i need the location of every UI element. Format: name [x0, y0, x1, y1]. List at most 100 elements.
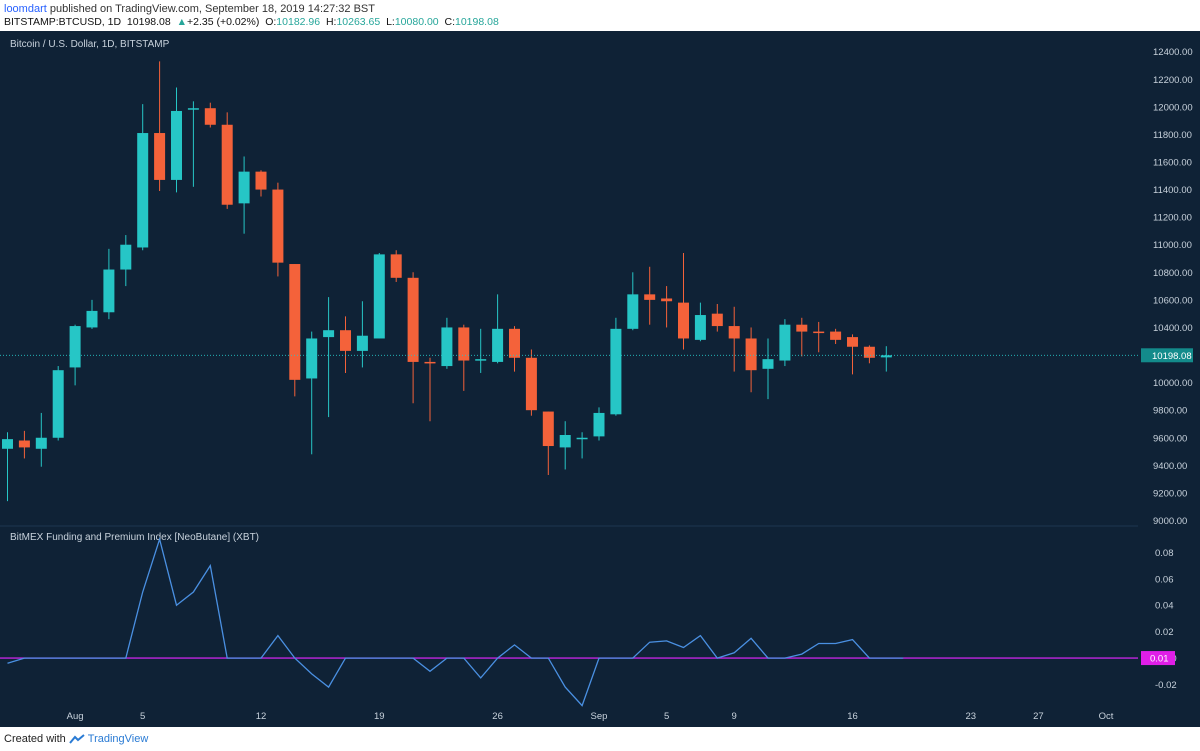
time-tick-label: 5 [140, 711, 145, 722]
time-tick-label: Sep [591, 711, 608, 722]
price-tick-label: 12000.00 [1153, 102, 1193, 113]
candle-body [475, 359, 487, 361]
candle-body [18, 440, 30, 448]
change-value: +2.35 (+0.02%) [186, 16, 260, 28]
close-value: 10198.08 [454, 16, 499, 28]
candle-body [661, 298, 673, 302]
candle-body [711, 313, 723, 327]
low-value: 10080.00 [394, 16, 439, 28]
price-tick-label: 12400.00 [1153, 47, 1193, 58]
indicator-tick-label: 0.04 [1155, 601, 1174, 612]
up-arrow-icon: ▲ [176, 16, 187, 28]
indicator-tick-label: -0.02 [1155, 680, 1177, 691]
low-label: L: [386, 16, 395, 28]
candle-body [323, 330, 335, 338]
candle-body [221, 124, 233, 205]
high-value: 10263.65 [336, 16, 381, 28]
candle-body [492, 328, 504, 362]
candle-body [745, 338, 757, 371]
created-with-text: Created with [4, 733, 66, 745]
candle-body [69, 326, 81, 368]
main-pane-title: Bitcoin / U.S. Dollar, 1D, BITSTAMP [10, 39, 170, 50]
chart-background [0, 31, 1200, 727]
price-tick-label: 9200.00 [1153, 488, 1187, 499]
candle-body [813, 331, 825, 334]
indicator-tick-label: 0.08 [1155, 548, 1174, 559]
time-tick-label: 9 [732, 711, 737, 722]
price-axis: 12400.00 12200.00 12000.00 11800.00 11600.00… [1153, 47, 1193, 527]
price-tick-label: 11000.00 [1153, 240, 1192, 251]
candle-body [644, 294, 656, 300]
candle-body [356, 335, 368, 351]
candle-body [390, 254, 402, 278]
open-value: 10182.96 [276, 16, 321, 28]
candle-body [120, 244, 132, 270]
candle-body [880, 355, 892, 358]
publish-text: published on TradingView.com, September … [49, 3, 375, 15]
time-tick-label: 27 [1033, 711, 1044, 722]
candle-body [204, 108, 216, 125]
candle-body [171, 110, 182, 180]
price-tick-label: 10400.00 [1153, 323, 1193, 334]
indicator-series: 0.01 [0, 536, 1175, 707]
indicator-pane-title: BitMEX Funding and Premium Index [NeoBut… [10, 532, 259, 543]
funding-value-badge [1141, 651, 1175, 666]
price-tick-label: 9600.00 [1153, 433, 1187, 444]
candle-body [593, 412, 605, 437]
candle-body [627, 294, 639, 329]
symbol-label: BITSTAMP:BTCUSD, 1D [4, 16, 122, 28]
price-tick-label: 11800.00 [1153, 130, 1192, 141]
price-tick-label: 12200.00 [1153, 75, 1193, 86]
candle-body [35, 437, 47, 449]
candle-body [509, 328, 520, 358]
tradingview-brand[interactable]: TradingView [87, 733, 149, 745]
candle-body [2, 439, 13, 449]
price-tick-label: 10000.00 [1153, 378, 1193, 389]
candle-body [576, 437, 588, 440]
ohlc-bar: BITSTAMP:BTCUSD, 1D 10198.08 ▲+2.35 (+0.… [4, 16, 499, 28]
time-tick-label: 12 [256, 711, 267, 722]
open-label: O: [265, 16, 277, 28]
candle-body [678, 302, 689, 339]
candle-body [306, 338, 318, 379]
candle-body [762, 359, 774, 369]
candle-body [863, 346, 875, 358]
price-tick-label: 11400.00 [1153, 185, 1192, 196]
candle-body [255, 171, 267, 190]
candle-body [542, 411, 554, 447]
candle-body [272, 189, 284, 263]
candle-body [187, 108, 199, 110]
footer: Created with TradingView [4, 733, 148, 745]
indicator-tick-label: 0.06 [1155, 574, 1174, 585]
last-price: 10198.08 [126, 16, 171, 28]
time-tick-label: Aug [67, 711, 84, 722]
price-tick-label: 9000.00 [1153, 516, 1187, 527]
candle-body [340, 330, 351, 351]
author-link[interactable]: loomdart [4, 3, 47, 15]
chart-panel[interactable]: Bitcoin / U.S. Dollar, 1D, BITSTAMP BitM… [0, 31, 1200, 727]
price-tick-label: 10800.00 [1153, 268, 1193, 279]
close-label: C: [444, 16, 455, 28]
funding-value-badge-label: 0.01 [1150, 654, 1169, 665]
candle-body [525, 357, 537, 411]
funding-series-line [7, 536, 904, 707]
candle-body [728, 326, 740, 339]
price-tick-label: 11200.00 [1153, 213, 1192, 224]
price-tick-label: 9400.00 [1153, 461, 1187, 472]
tradingview-logo-icon [68, 734, 85, 744]
candle-body [86, 310, 98, 328]
time-tick-label: Oct [1099, 711, 1114, 722]
candle-body [154, 133, 166, 180]
candle-body [441, 327, 453, 367]
indicator-tick-label: 0.02 [1155, 627, 1174, 638]
high-label: H: [325, 16, 337, 28]
time-tick-label: 5 [664, 711, 669, 722]
last-price-badge-label: 10198.08 [1152, 351, 1192, 362]
price-tick-label: 11600.00 [1153, 157, 1192, 168]
candle-body [137, 133, 149, 248]
candle-body [289, 264, 301, 380]
candle-body [458, 327, 470, 361]
time-tick-label: 19 [374, 711, 385, 722]
price-tick-label: 10600.00 [1153, 295, 1193, 306]
candle-body [407, 277, 419, 362]
